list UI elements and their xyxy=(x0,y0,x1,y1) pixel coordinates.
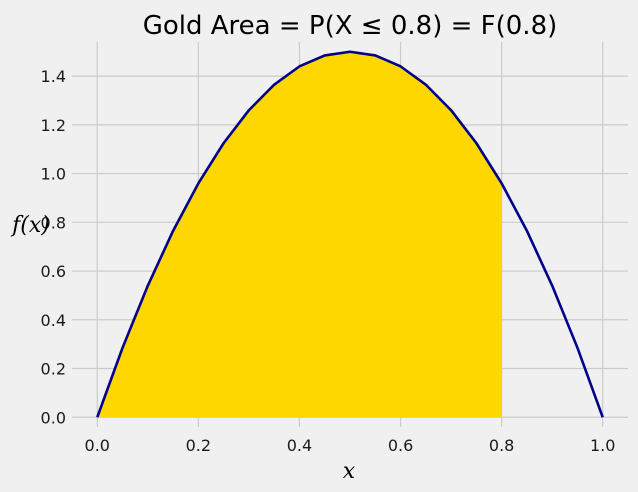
chart-title: Gold Area = P(X ≤ 0.8) = F(0.8) xyxy=(143,11,558,41)
y-tick-label: 1.4 xyxy=(41,67,66,86)
density-line xyxy=(96,50,604,418)
x-tick-label: 0.2 xyxy=(186,436,211,455)
x-tick-label: 0.6 xyxy=(388,436,413,455)
area-layer xyxy=(97,51,502,418)
y-tick-label: 0.6 xyxy=(41,262,66,281)
y-tick-label: 0.0 xyxy=(41,408,66,427)
x-tick-label: 1.0 xyxy=(590,436,615,455)
x-tick-labels: 0.0 0.2 0.4 0.6 0.8 1.0 xyxy=(85,436,616,455)
x-tick-label: 0.4 xyxy=(287,436,312,455)
line-layer xyxy=(96,50,604,418)
x-axis-label: x xyxy=(343,459,356,484)
x-tick-label: 0.0 xyxy=(85,436,110,455)
y-tick-label: 0.4 xyxy=(41,311,66,330)
y-tick-labels: 0.0 0.2 0.4 0.6 0.8 1.0 1.2 1.4 xyxy=(41,67,66,427)
y-tick-label: 1.0 xyxy=(41,165,66,184)
y-tick-label: 1.2 xyxy=(41,116,66,135)
x-tick-label: 0.8 xyxy=(489,436,514,455)
y-tick-label: 0.8 xyxy=(41,213,66,232)
y-axis-label: f(x) xyxy=(10,213,50,238)
gold-area xyxy=(97,51,502,418)
y-tick-label: 0.2 xyxy=(41,360,66,379)
